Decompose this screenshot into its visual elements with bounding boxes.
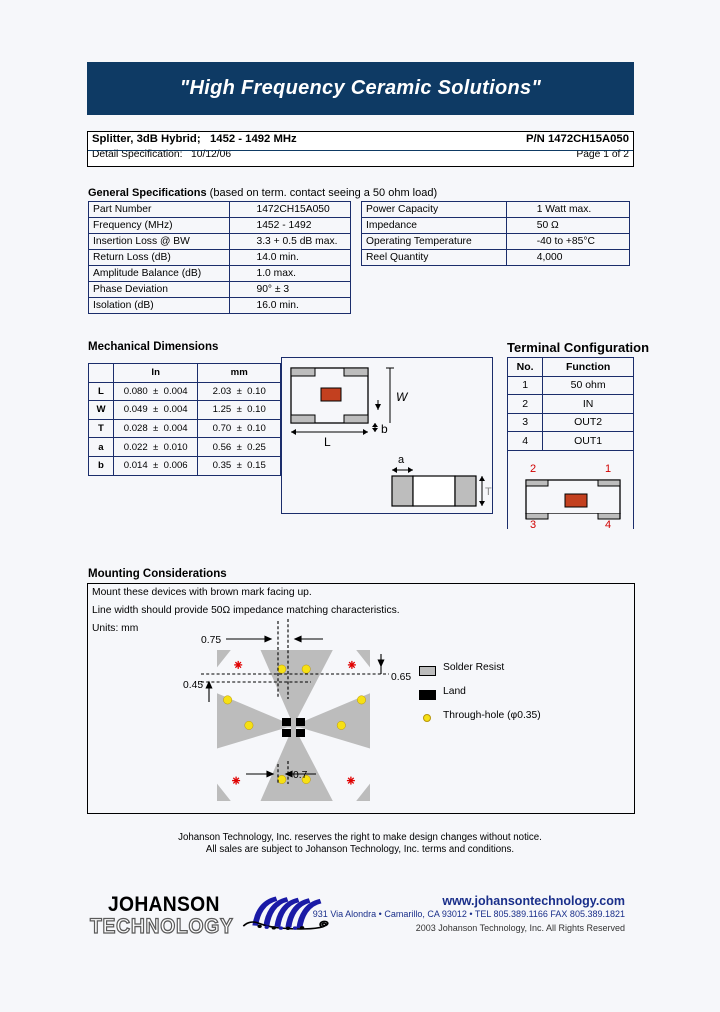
svg-text:3: 3 [530, 519, 536, 529]
svg-text:L: L [324, 435, 331, 449]
svg-text:0.45: 0.45 [183, 680, 203, 691]
svg-text:4: 4 [605, 519, 611, 529]
svg-text:2: 2 [530, 463, 536, 475]
svg-text:1: 1 [605, 463, 611, 475]
svg-text:T: T [485, 486, 492, 498]
svg-text:a: a [398, 454, 405, 466]
svg-text:W: W [396, 390, 409, 404]
svg-text:0.65: 0.65 [391, 672, 411, 683]
svg-text:0.75: 0.75 [201, 635, 221, 646]
svg-text:b: b [381, 422, 388, 436]
svg-text:0.7: 0.7 [293, 770, 308, 781]
